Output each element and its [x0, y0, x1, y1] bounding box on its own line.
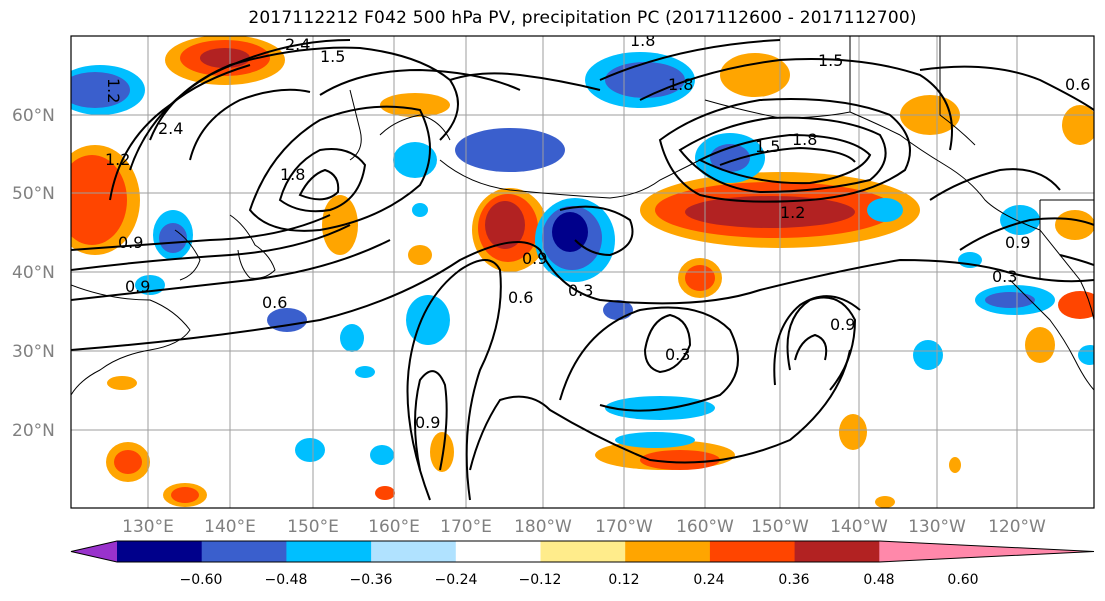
lon-label: 160°W [676, 517, 734, 537]
lon-label: 140°W [830, 517, 888, 537]
lon-label: 150°W [751, 517, 809, 537]
colorbar-segment [371, 541, 457, 562]
contour-label: 0.6 [508, 288, 533, 307]
contour-label: 0.3 [992, 267, 1017, 286]
lon-label: 180°W [514, 517, 572, 537]
latitude-labels: 60°N 50°N 40°N 30°N 20°N [12, 106, 55, 441]
lat-label: 20°N [12, 421, 55, 441]
precip-negative-shading [71, 52, 1094, 465]
colorbar-segment [625, 541, 711, 562]
contour-label: 0.6 [262, 293, 287, 312]
colorbar-tick-label: −0.36 [350, 572, 393, 588]
contour-label: 0.9 [830, 315, 855, 334]
colorbar-segment [286, 541, 372, 562]
map-border [70, 35, 1095, 509]
contour-label: 1.2 [104, 78, 123, 103]
contour-label: 0.9 [118, 233, 143, 252]
colorbar-segment [709, 541, 796, 562]
contour-label: 1.8 [280, 165, 305, 184]
lon-label: 160°E [368, 517, 420, 537]
contour-label: 0.9 [415, 413, 440, 432]
lat-label: 60°N [12, 106, 55, 126]
colorbar-segment [117, 541, 203, 562]
lon-label: 150°E [287, 517, 339, 537]
lon-label: 130°E [122, 517, 174, 537]
colorbar-tick-label: 0.60 [947, 572, 978, 588]
colorbar-extend-left [71, 541, 117, 562]
colorbar-tick-labels: −0.60 −0.48 −0.36 −0.24 −0.12 0.12 0.24 … [180, 572, 979, 588]
lon-label: 170°W [595, 517, 653, 537]
colorbar-outline [70, 540, 1095, 563]
contour-label: 1.8 [792, 130, 817, 149]
contour-label: 1.5 [755, 137, 780, 156]
colorbar-tick-label: 0.36 [778, 572, 809, 588]
lon-label: 170°E [440, 517, 492, 537]
colorbar-tick-label: −0.60 [180, 572, 223, 588]
colorbar-extend-right [879, 541, 1094, 562]
lat-label: 50°N [12, 184, 55, 204]
contour-label: 1.5 [320, 47, 345, 66]
contour-label: 1.8 [630, 31, 655, 50]
contour-label: 0.9 [522, 249, 547, 268]
colorbar-tick-label: −0.12 [519, 572, 562, 588]
colorbar-tick-label: −0.48 [265, 572, 308, 588]
contour-label: 0.9 [125, 277, 150, 296]
contour-label: 1.2 [780, 203, 805, 222]
colorbar-tick-label: 0.48 [863, 572, 894, 588]
contour-labels: 2.4 1.5 1.2 2.4 1.8 0.9 1.2 0.9 0.6 0.9 … [104, 31, 1090, 432]
gridlines [71, 36, 1094, 508]
colorbar [70, 540, 1095, 563]
contour-label: 0.3 [568, 281, 593, 300]
contour-label: 1.8 [668, 75, 693, 94]
contour-label: 0.6 [1065, 75, 1090, 94]
contour-label: 1.5 [818, 51, 843, 70]
lon-label: 140°E [204, 517, 256, 537]
colorbar-tick-label: 0.12 [608, 572, 639, 588]
map-title: 2017112212 F042 500 hPa PV, precipitatio… [248, 8, 917, 28]
coastlines [71, 36, 1094, 396]
precip-positive-shading [71, 36, 1094, 508]
lat-label: 30°N [12, 342, 55, 362]
longitude-labels: 130°E 140°E 150°E 160°E 170°E 180°W 170°… [122, 517, 1046, 537]
colorbar-segment [794, 541, 880, 562]
colorbar-tick-label: −0.24 [435, 572, 478, 588]
colorbar-segment [540, 541, 626, 562]
lon-label: 120°W [988, 517, 1046, 537]
contour-label: 0.3 [665, 345, 690, 364]
pv-contours [71, 39, 1094, 501]
contour-label: 2.4 [285, 35, 310, 54]
lat-label: 40°N [12, 263, 55, 283]
colorbar-segment [455, 541, 541, 562]
colorbar-tick-label: 0.24 [693, 572, 724, 588]
contour-label: 0.9 [1005, 233, 1030, 252]
colorbar-segment [201, 541, 287, 562]
contour-label: 2.4 [158, 119, 183, 138]
lon-label: 130°W [908, 517, 966, 537]
contour-label: 1.2 [105, 150, 130, 169]
